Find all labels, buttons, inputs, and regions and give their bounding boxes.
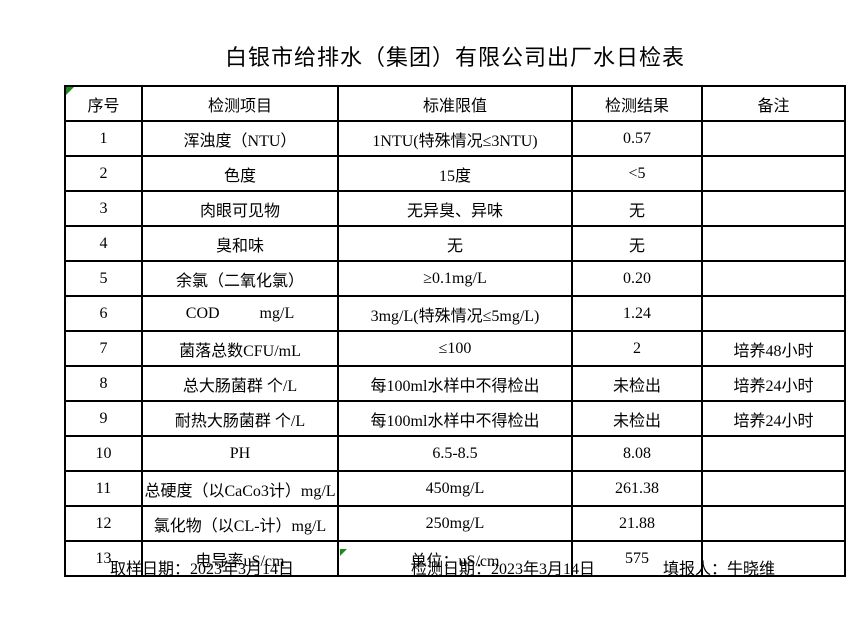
table-row: 9 耐热大肠菌群 个/L 每100ml水样中不得检出 未检出 培养24小时: [64, 400, 846, 437]
table-row: 10 PH 6.5-8.5 8.08: [64, 435, 846, 472]
cell-item: 臭和味: [141, 225, 339, 262]
cell-result: 21.88: [571, 505, 703, 542]
cell-item: 氯化物（以CL-计）mg/L: [141, 505, 339, 542]
cell-remark: 培养24小时: [701, 400, 846, 437]
cell-item: COD mg/L: [141, 295, 339, 332]
cell-remark: [701, 120, 846, 157]
cell-result: 1.24: [571, 295, 703, 332]
table-header-row: 序号 检测项目 标准限值 检测结果 备注: [64, 85, 846, 122]
table-row: 13 电导率uS/cm 单位：uS/cm 575: [64, 540, 846, 577]
table-row: 4 臭和味 无 无: [64, 225, 846, 262]
cell-item: 余氯（二氧化氯）: [141, 260, 339, 297]
header-item: 检测项目: [141, 85, 339, 122]
cell-seq: 9: [64, 400, 143, 437]
table-row: 11 总硬度（以CaCo3计）mg/L 450mg/L 261.38: [64, 470, 846, 507]
cell-result: 无: [571, 225, 703, 262]
cell-remark: [701, 260, 846, 297]
page-title: 白银市给排水（集团）有限公司出厂水日检表: [224, 45, 685, 70]
cell-standard: 1NTU(特殊情况≤3NTU): [337, 120, 573, 157]
cell-result: 575: [571, 540, 703, 577]
inspection-table: 序号 检测项目 标准限值 检测结果 备注 1 浑浊度（NTU） 1NTU(特殊情…: [64, 85, 846, 577]
cell-item: 菌落总数CFU/mL: [141, 330, 339, 367]
cell-result: 无: [571, 190, 703, 227]
cell-seq: 2: [64, 155, 143, 192]
cell-standard: ≤100: [337, 330, 573, 367]
cell-seq: 13: [64, 540, 143, 577]
table-row: 6 COD mg/L 3mg/L(特殊情况≤5mg/L) 1.24: [64, 295, 846, 332]
cell-seq: 11: [64, 470, 143, 507]
reporter-name: 填报人：牛晓维: [663, 561, 776, 578]
cell-standard: 6.5-8.5: [337, 435, 573, 472]
cell-seq: 7: [64, 330, 143, 367]
cell-standard: 无异臭、异味: [337, 190, 573, 227]
cell-item: 电导率uS/cm: [141, 540, 339, 577]
table-row: 12 氯化物（以CL-计）mg/L 250mg/L 21.88: [64, 505, 846, 542]
cell-remark: [701, 225, 846, 262]
table-row: 1 浑浊度（NTU） 1NTU(特殊情况≤3NTU) 0.57: [64, 120, 846, 157]
cell-remark: [701, 295, 846, 332]
header-remark: 备注: [701, 85, 846, 122]
cell-seq: 4: [64, 225, 143, 262]
cell-item: 肉眼可见物: [141, 190, 339, 227]
green-corner-marker-icon: [340, 549, 347, 556]
cell-standard: 250mg/L: [337, 505, 573, 542]
cell-standard: 每100ml水样中不得检出: [337, 365, 573, 402]
cell-result: 0.57: [571, 120, 703, 157]
table-row: 3 肉眼可见物 无异臭、异味 无: [64, 190, 846, 227]
cell-item: 总大肠菌群 个/L: [141, 365, 339, 402]
cell-remark: [701, 540, 846, 577]
cell-standard: 15度: [337, 155, 573, 192]
table-row: 7 菌落总数CFU/mL ≤100 2 培养48小时: [64, 330, 846, 367]
cell-remark: [701, 155, 846, 192]
cell-result: 未检出: [571, 400, 703, 437]
cell-remark: 培养24小时: [701, 365, 846, 402]
cell-item: 浑浊度（NTU）: [141, 120, 339, 157]
test-date: 检测日期：2023年3月14日: [411, 561, 596, 578]
cell-remark: [701, 435, 846, 472]
cell-item: PH: [141, 435, 339, 472]
sampling-date: 取样日期：2023年3月14日: [110, 561, 295, 578]
cell-item: 色度: [141, 155, 339, 192]
cell-remark: 培养48小时: [701, 330, 846, 367]
cell-standard: 无: [337, 225, 573, 262]
cell-seq: 5: [64, 260, 143, 297]
cell-item: 耐热大肠菌群 个/L: [141, 400, 339, 437]
cell-seq: 8: [64, 365, 143, 402]
table-row: 2 色度 15度 <5: [64, 155, 846, 192]
green-corner-marker-icon: [67, 88, 74, 95]
cell-standard: ≥0.1mg/L: [337, 260, 573, 297]
cell-standard: 每100ml水样中不得检出: [337, 400, 573, 437]
cell-remark: [701, 190, 846, 227]
cell-standard: 450mg/L: [337, 470, 573, 507]
cell-seq: 1: [64, 120, 143, 157]
header-standard: 标准限值: [337, 85, 573, 122]
cell-result: 未检出: [571, 365, 703, 402]
cell-remark: [701, 470, 846, 507]
table-row: 5 余氯（二氧化氯） ≥0.1mg/L 0.20: [64, 260, 846, 297]
cell-seq: 12: [64, 505, 143, 542]
cell-result: 0.20: [571, 260, 703, 297]
cell-result: 2: [571, 330, 703, 367]
cell-seq: 3: [64, 190, 143, 227]
cell-standard: 3mg/L(特殊情况≤5mg/L): [337, 295, 573, 332]
cell-result: 261.38: [571, 470, 703, 507]
cell-result: <5: [571, 155, 703, 192]
cell-seq: 6: [64, 295, 143, 332]
cell-item: 总硬度（以CaCo3计）mg/L: [141, 470, 339, 507]
cell-result: 8.08: [571, 435, 703, 472]
cell-standard: 单位：uS/cm: [337, 540, 573, 577]
header-seq: 序号: [64, 85, 143, 122]
cell-seq: 10: [64, 435, 143, 472]
header-result: 检测结果: [571, 85, 703, 122]
cell-remark: [701, 505, 846, 542]
table-row: 8 总大肠菌群 个/L 每100ml水样中不得检出 未检出 培养24小时: [64, 365, 846, 402]
